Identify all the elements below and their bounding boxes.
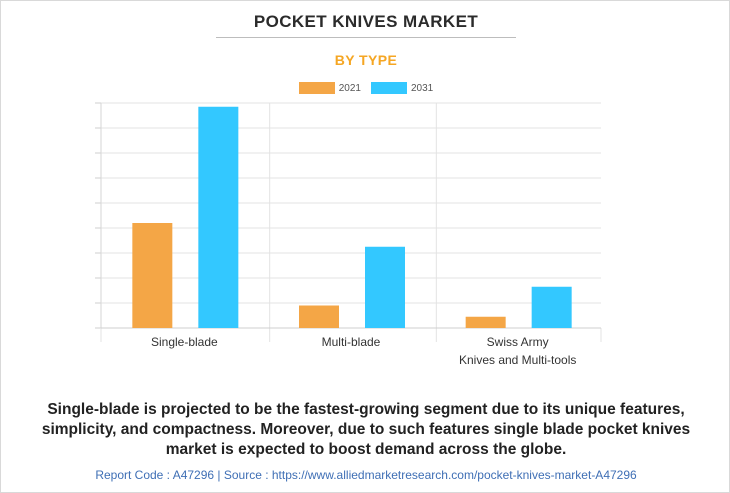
report-source-footer: Report Code : A47296 | Source : https://… xyxy=(95,468,637,482)
chart-title: POCKET KNIVES MARKET xyxy=(253,12,479,31)
bar-2031-0 xyxy=(198,106,239,328)
x-tick-label: Swiss Army xyxy=(487,335,549,349)
legend-swatch-2021 xyxy=(298,82,335,94)
x-tick-label: Knives and Multi-tools xyxy=(459,353,576,367)
legend-label-2021: 2021 xyxy=(338,82,361,94)
bar-2021-0 xyxy=(132,223,173,328)
x-tick-label: Single-blade xyxy=(151,335,218,349)
chart-legend: 2021 2031 xyxy=(1,81,730,95)
legend-item-2021: 2021 xyxy=(298,82,361,94)
x-tick-label: Multi-blade xyxy=(322,335,381,349)
bar-2021-2 xyxy=(465,316,506,328)
bar-2031-2 xyxy=(531,286,572,328)
title-divider xyxy=(216,37,516,38)
chart-summary: Single-blade is projected to be the fast… xyxy=(41,401,691,458)
legend-swatch-2031 xyxy=(371,82,407,94)
chart-subtitle: BY TYPE xyxy=(334,52,398,68)
bar-2021-1 xyxy=(299,305,339,328)
legend-label-2031: 2031 xyxy=(411,82,434,94)
legend-item-2031: 2031 xyxy=(371,82,433,94)
bar-2031-1 xyxy=(365,246,405,328)
bar-chart: Single-blade Multi-blade Swiss Army Knives … xyxy=(95,102,602,367)
